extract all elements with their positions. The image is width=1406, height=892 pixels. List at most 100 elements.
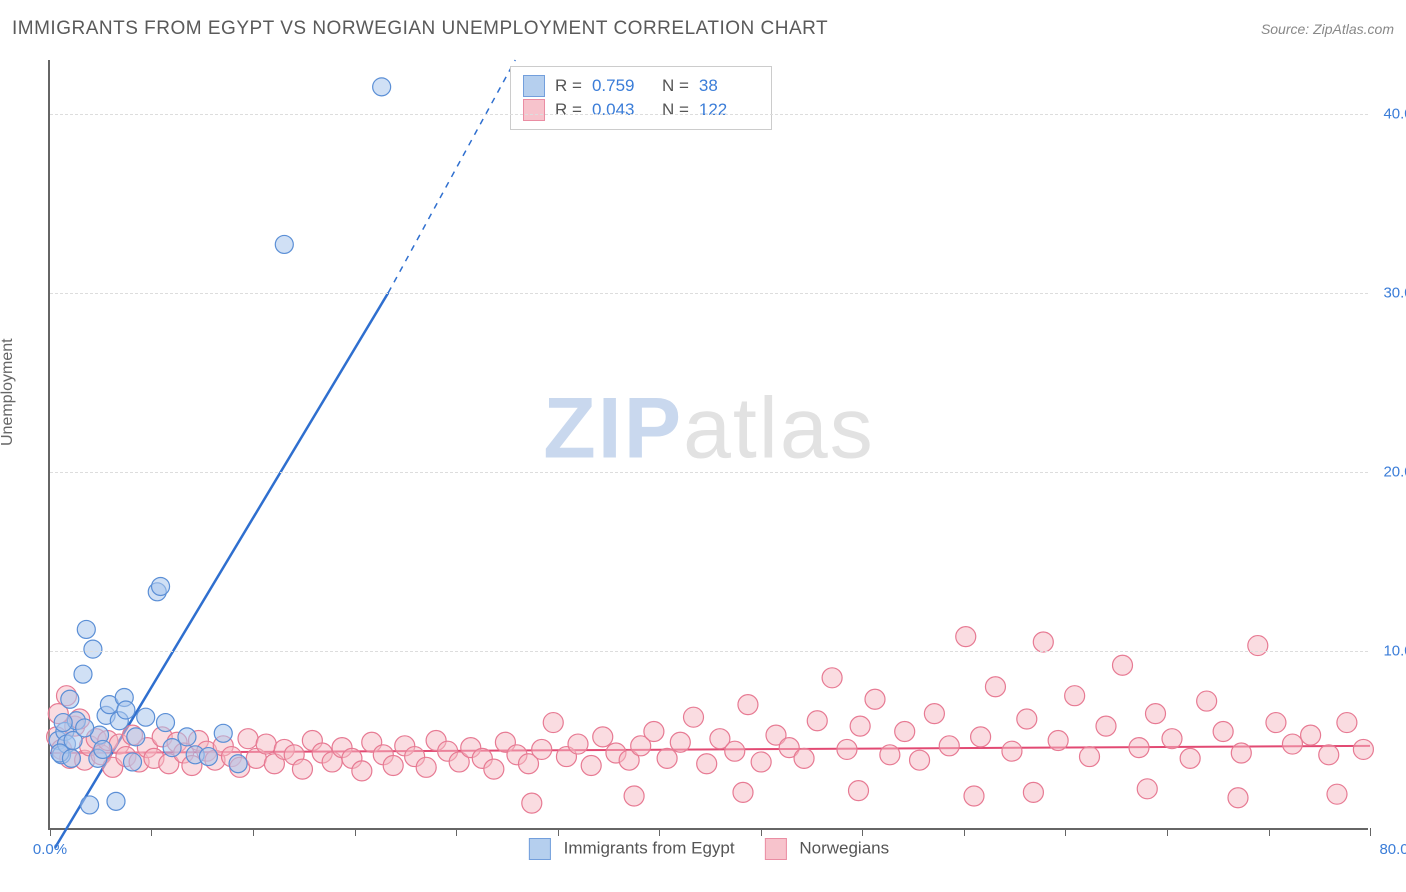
x-tick	[151, 828, 152, 836]
scatter-egypt	[49, 78, 390, 814]
series-legend: Immigrants from Egypt Norwegians	[529, 838, 889, 860]
data-point	[1033, 632, 1053, 652]
data-point	[1337, 713, 1357, 733]
data-point	[256, 734, 276, 754]
data-point	[214, 724, 232, 742]
gridline-h	[50, 293, 1368, 294]
data-point	[939, 736, 959, 756]
data-point	[964, 786, 984, 806]
data-point	[1017, 709, 1037, 729]
data-point	[593, 727, 613, 747]
data-point	[924, 704, 944, 724]
data-point	[81, 796, 99, 814]
data-point	[697, 754, 717, 774]
scatter-norwegians	[47, 627, 1374, 814]
x-tick	[50, 828, 51, 836]
data-point	[849, 781, 869, 801]
data-point	[62, 749, 80, 767]
correlation-legend: R = 0.759 N = 38 R = 0.043 N = 122	[510, 66, 772, 130]
data-point	[229, 755, 247, 773]
data-point	[1266, 713, 1286, 733]
data-point	[117, 701, 135, 719]
legend-item-norwegians: Norwegians	[765, 838, 890, 860]
data-point	[484, 759, 504, 779]
data-point	[124, 753, 142, 771]
data-point	[684, 707, 704, 727]
data-point	[84, 640, 102, 658]
data-point	[880, 745, 900, 765]
data-point	[895, 722, 915, 742]
data-point	[738, 695, 758, 715]
data-point	[275, 235, 293, 253]
data-point	[1327, 784, 1347, 804]
data-point	[837, 739, 857, 759]
gridline-h	[50, 651, 1368, 652]
data-point	[77, 620, 95, 638]
data-point	[416, 757, 436, 777]
data-point	[657, 748, 677, 768]
legend-r-egypt: 0.759	[592, 76, 652, 96]
data-point	[199, 748, 217, 766]
x-tick	[761, 828, 762, 836]
data-point	[568, 734, 588, 754]
data-point	[178, 728, 196, 746]
data-point	[733, 782, 753, 802]
gridline-h	[50, 114, 1368, 115]
data-point	[850, 716, 870, 736]
swatch-norwegians-icon	[765, 838, 787, 860]
data-point	[383, 756, 403, 776]
trend-line	[388, 60, 515, 293]
y-tick-label: 20.0%	[1383, 463, 1406, 480]
data-point	[1228, 788, 1248, 808]
legend-label-norwegians: Norwegians	[799, 838, 889, 857]
x-tick	[659, 828, 660, 836]
data-point	[127, 728, 145, 746]
x-tick	[253, 828, 254, 836]
plot-area: ZIPatlas R = 0.759 N = 38 R = 0.043 N = …	[48, 60, 1368, 830]
data-point	[1113, 655, 1133, 675]
data-point	[157, 714, 175, 732]
data-point	[751, 752, 771, 772]
data-point	[644, 722, 664, 742]
data-point	[74, 665, 92, 683]
data-point	[1146, 704, 1166, 724]
data-point	[532, 739, 552, 759]
data-point	[61, 690, 79, 708]
swatch-egypt-icon	[523, 75, 545, 97]
data-point	[352, 761, 372, 781]
data-point	[1231, 743, 1251, 763]
legend-n-label: N =	[662, 76, 689, 96]
data-point	[956, 627, 976, 647]
data-point	[1137, 779, 1157, 799]
data-point	[581, 756, 601, 776]
legend-row-norwegians: R = 0.043 N = 122	[523, 99, 759, 121]
swatch-egypt-icon	[529, 838, 551, 860]
data-point	[624, 786, 644, 806]
data-point	[1213, 722, 1233, 742]
data-point	[1080, 747, 1100, 767]
legend-item-egypt: Immigrants from Egypt	[529, 838, 735, 860]
data-point	[971, 727, 991, 747]
data-point	[163, 739, 181, 757]
y-tick-label: 30.0%	[1383, 284, 1406, 301]
x-tick	[862, 828, 863, 836]
legend-n-label: N =	[662, 100, 689, 120]
x-tick	[1269, 828, 1270, 836]
data-point	[292, 759, 312, 779]
x-tick	[1370, 828, 1371, 836]
data-point	[670, 732, 690, 752]
data-point	[910, 750, 930, 770]
data-point	[822, 668, 842, 688]
data-point	[373, 78, 391, 96]
data-point	[1129, 738, 1149, 758]
data-point	[54, 714, 72, 732]
data-point	[1048, 730, 1068, 750]
data-point	[794, 748, 814, 768]
legend-r-label: R =	[555, 100, 582, 120]
x-tick-label: 80.0%	[1379, 841, 1406, 858]
data-point	[1301, 725, 1321, 745]
data-point	[725, 741, 745, 761]
x-tick	[558, 828, 559, 836]
data-point	[238, 729, 258, 749]
source-attribution: Source: ZipAtlas.com	[1261, 21, 1394, 37]
